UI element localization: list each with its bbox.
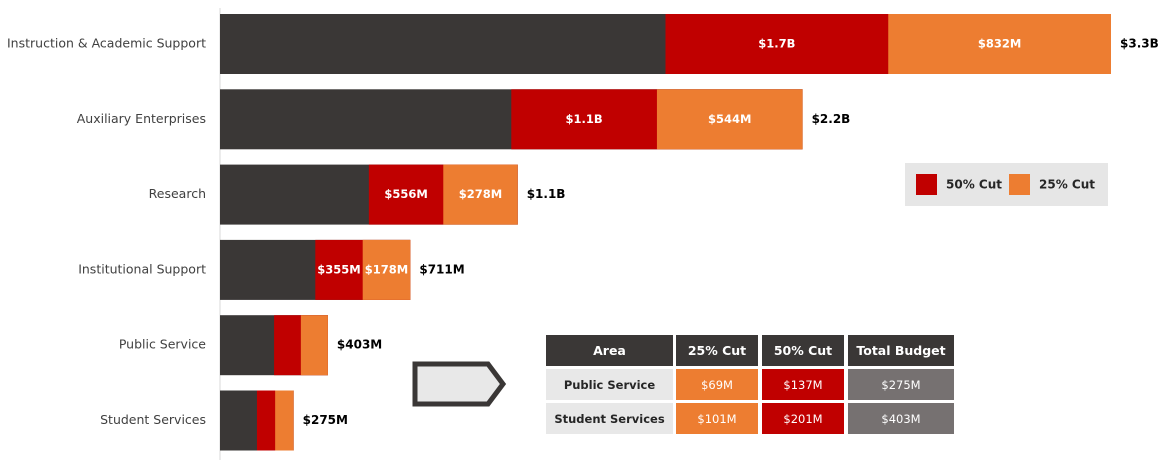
bar-segment [300,315,328,376]
table-text: $403M [881,412,920,426]
table-header: 25% Cut [688,343,746,358]
table-header: 50% Cut [774,343,832,358]
value-label: $1.1B [566,112,603,126]
value-label: $355M [317,262,360,276]
table-cell [546,369,673,400]
total-label: $275M [303,413,348,427]
table-header: Area [593,343,626,358]
bar-segment [443,164,518,225]
value-label: $1.7B [758,37,795,51]
value-label: $178M [365,262,408,276]
table-cell [676,403,758,434]
total-label: $2.2B [812,112,851,126]
table-cell [762,369,844,400]
table-header-cell [848,335,954,366]
total-label: $711M [419,262,464,276]
value-label: $832M [978,37,1021,51]
table-text: $69M [701,378,733,392]
table-header-cell [546,335,673,366]
table-cell [546,403,673,434]
table-cell [676,369,758,400]
table-text: Public Service [564,378,656,392]
category-label: Auxiliary Enterprises [77,111,206,126]
value-label: $278M [459,187,502,201]
total-label: $403M [337,338,382,352]
bar-segment [656,89,803,150]
legend-swatch [916,174,937,195]
table-cell [762,403,844,434]
value-label: $556M [384,187,427,201]
total-label: $1.1B [527,187,566,201]
legend-swatch [1009,174,1030,195]
category-label: Instruction & Academic Support [7,36,206,51]
table-header-cell [762,335,844,366]
table-text: $201M [783,412,822,426]
table-text: $137M [783,378,822,392]
total-label: $3.3B [1120,37,1159,51]
category-label: Institutional Support [78,261,206,276]
category-label: Public Service [119,337,206,352]
legend-box [905,163,1108,206]
bar-segment [275,390,294,451]
legend-label: 50% Cut [946,178,1002,192]
bar-segment [888,14,1111,74]
category-label: Research [149,186,206,201]
value-label: $544M [708,112,751,126]
table-cell [848,369,954,400]
table-header: Total Budget [856,343,945,358]
table-text: $101M [697,412,736,426]
category-label: Student Services [100,412,206,427]
table-header-cell [676,335,758,366]
bar-segment [362,239,411,300]
legend-label: 25% Cut [1039,178,1095,192]
table-cell [848,403,954,434]
table-text: Student Services [554,412,664,426]
arrow [412,361,507,407]
table-text: $275M [881,378,920,392]
